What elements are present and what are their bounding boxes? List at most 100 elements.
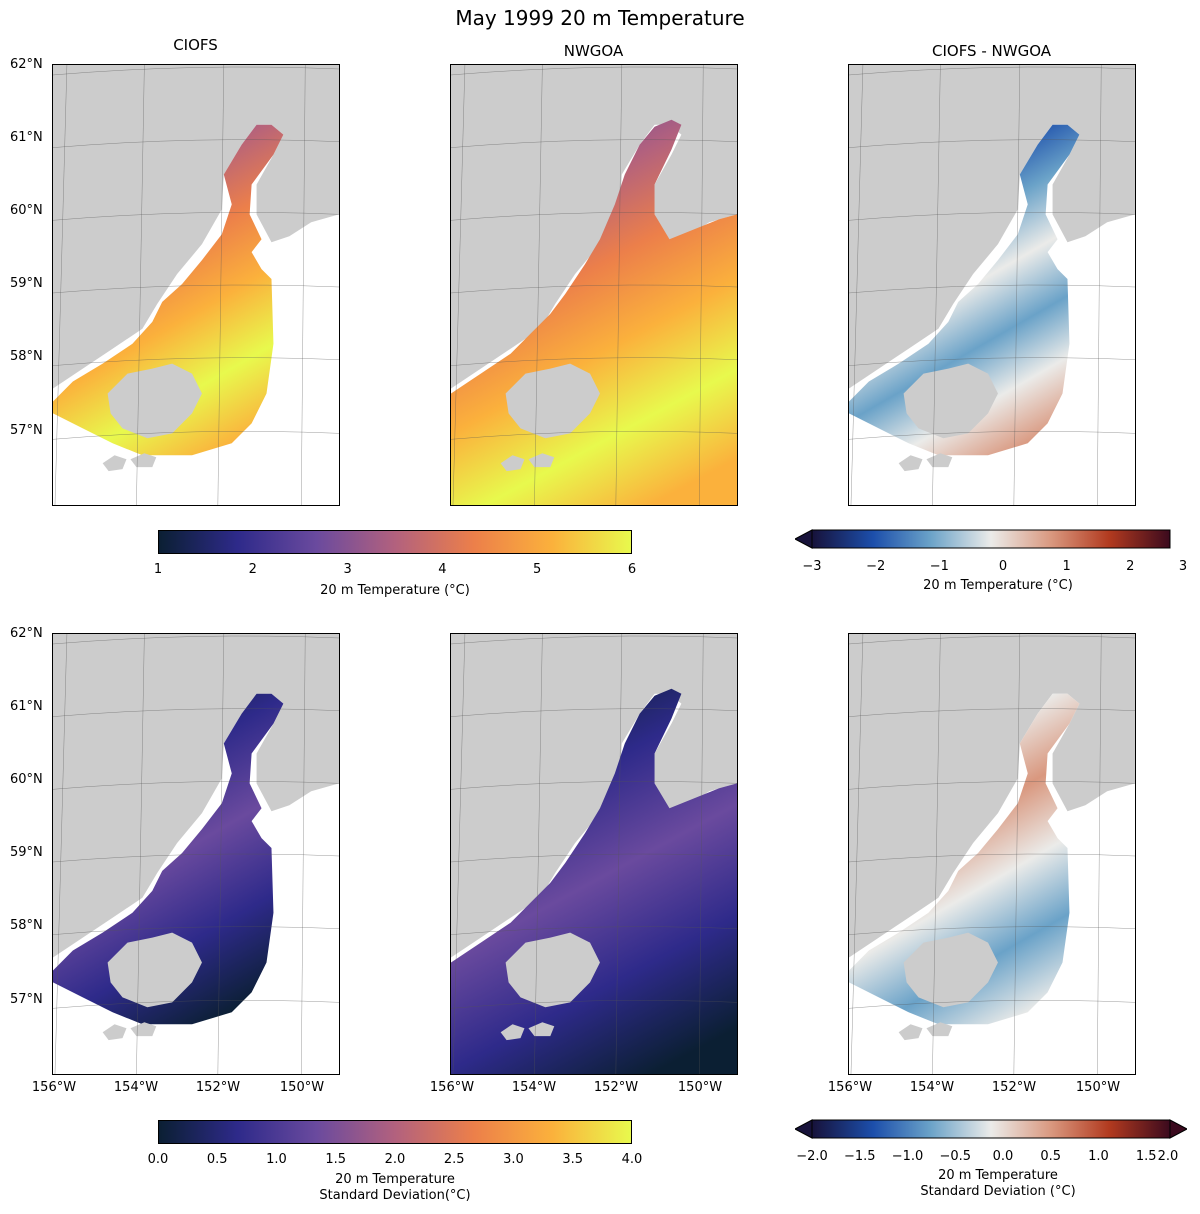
- ocean-field: [849, 124, 1080, 456]
- lat-tick-61-bottom: 61°N: [10, 699, 43, 714]
- cb-temp-tick-3: 3: [343, 562, 352, 577]
- cb-sd-tick-1: 1.0: [1088, 1149, 1109, 1164]
- graticule-lon: [301, 65, 306, 505]
- island: [505, 363, 600, 439]
- cb-std-tick-1-5: 1.5: [325, 1152, 347, 1167]
- graticule-lat: [53, 853, 339, 863]
- cb-sd-tick-2: 2.0: [1157, 1149, 1179, 1164]
- graticule-lat: [451, 284, 737, 294]
- island: [107, 363, 202, 439]
- cb-std-tick-1: 1.0: [266, 1152, 287, 1167]
- graticule-lat: [53, 781, 339, 790]
- cb-diff-tick-0: 0: [998, 559, 1008, 574]
- graticule-lat: [53, 431, 339, 440]
- lon-tick-156-a: 156°W: [31, 1080, 77, 1095]
- cb-sd-tick-0-5: 0.5: [1040, 1149, 1062, 1164]
- lon-tick-152-a: 152°W: [195, 1080, 241, 1095]
- cb-temp-tick-1: 1: [153, 562, 163, 577]
- graticule-lat: [849, 781, 1135, 790]
- island: [528, 1022, 555, 1037]
- figure-title: May 1999 20 m Temperature: [455, 6, 745, 30]
- lon-tick-150-c: 150°W: [1075, 1080, 1121, 1095]
- colorbar-temperature: [158, 530, 632, 554]
- graticule-lat: [849, 1000, 1135, 1009]
- colorbar-stddev-diff-label-2: Standard Deviation (°C): [920, 1184, 1076, 1199]
- lon-tick-156-c: 156°W: [827, 1080, 873, 1095]
- graticule-lat: [849, 431, 1135, 440]
- lon-tick-156-b: 156°W: [429, 1080, 475, 1095]
- cb-sd-tick-m2: −2.0: [796, 1149, 828, 1164]
- graticule-lat: [53, 1000, 339, 1009]
- lon-tick-152-c: 152°W: [991, 1080, 1037, 1095]
- graticule-lon: [1013, 634, 1021, 1074]
- graticule-lon: [1013, 65, 1021, 505]
- lat-tick-62-bottom: 62°N: [10, 626, 43, 641]
- cb-std-tick-2-5: 2.5: [443, 1152, 465, 1167]
- land-mass: [451, 65, 737, 389]
- map-nwgoa-temperature: [450, 64, 738, 506]
- cb-temp-tick-2: 2: [248, 562, 257, 577]
- graticule-lat: [849, 66, 1135, 76]
- cb-sd-tick-m1: −1.0: [891, 1149, 924, 1164]
- graticule-lat: [849, 139, 1135, 148]
- cb-temp-tick-5: 5: [533, 562, 542, 577]
- lat-tick-57: 57°N: [10, 423, 43, 438]
- lat-tick-61: 61°N: [10, 130, 43, 145]
- colorbar-temperature-diff-label: 20 m Temperature (°C): [923, 578, 1073, 593]
- graticule-lat: [849, 284, 1135, 294]
- cb-temp-tick-4: 4: [438, 562, 447, 577]
- island: [926, 1022, 953, 1037]
- lon-tick-150-a: 150°W: [279, 1080, 325, 1095]
- land-mass: [53, 634, 339, 958]
- graticule-lat: [53, 708, 339, 717]
- colorbar-stddev: [158, 1120, 632, 1144]
- graticule-lon: [699, 65, 704, 505]
- graticule-lat: [451, 853, 737, 863]
- graticule-lat: [849, 635, 1135, 645]
- map-ciofs-stddev: [52, 633, 340, 1075]
- graticule-lon: [932, 634, 941, 1074]
- land-mass: [849, 65, 1135, 389]
- graticule-lon: [850, 634, 864, 1074]
- graticule-lon: [452, 634, 466, 1074]
- cb-std-tick-2: 2.0: [384, 1152, 406, 1167]
- lat-tick-60: 60°N: [10, 203, 43, 218]
- graticule-lon: [615, 65, 623, 505]
- graticule-lat: [451, 708, 737, 717]
- lon-tick-154-a: 154°W: [113, 1080, 159, 1095]
- graticule-lat: [53, 212, 339, 221]
- graticule-lon: [136, 65, 145, 505]
- lat-tick-58-bottom: 58°N: [10, 918, 43, 933]
- lon-tick-152-b: 152°W: [593, 1080, 639, 1095]
- island: [107, 932, 202, 1008]
- lat-tick-59: 59°N: [10, 276, 43, 291]
- graticule-lat: [849, 853, 1135, 863]
- panel-title-nwgoa: NWGOA: [563, 42, 624, 60]
- ocean-field: [53, 693, 284, 1025]
- cb-diff-tick-2: 2: [1126, 559, 1135, 574]
- island: [102, 1024, 127, 1041]
- graticule-lon: [699, 634, 704, 1074]
- land-mass: [53, 65, 339, 389]
- map-diff-stddev: [848, 633, 1136, 1075]
- graticule-lat: [849, 708, 1135, 717]
- ocean-field: [849, 693, 1080, 1025]
- island: [903, 932, 998, 1008]
- island: [500, 1024, 525, 1041]
- graticule-lon: [217, 634, 225, 1074]
- island: [903, 363, 998, 439]
- graticule-lon: [452, 65, 466, 505]
- graticule-lat: [451, 1000, 737, 1009]
- graticule-lon: [534, 634, 543, 1074]
- graticule-lon: [850, 65, 864, 505]
- island: [130, 1022, 157, 1037]
- graticule-lat: [53, 139, 339, 148]
- map-diff-temperature: [848, 64, 1136, 506]
- map-ciofs-temperature: [52, 64, 340, 506]
- cb-std-tick-3: 3.0: [503, 1152, 524, 1167]
- graticule-lon: [932, 65, 941, 505]
- lat-tick-59-bottom: 59°N: [10, 845, 43, 860]
- colorbar-stddev-diff-label-1: 20 m Temperature: [938, 1168, 1058, 1183]
- cb-std-tick-4: 4.0: [621, 1152, 643, 1167]
- lon-tick-150-b: 150°W: [677, 1080, 723, 1095]
